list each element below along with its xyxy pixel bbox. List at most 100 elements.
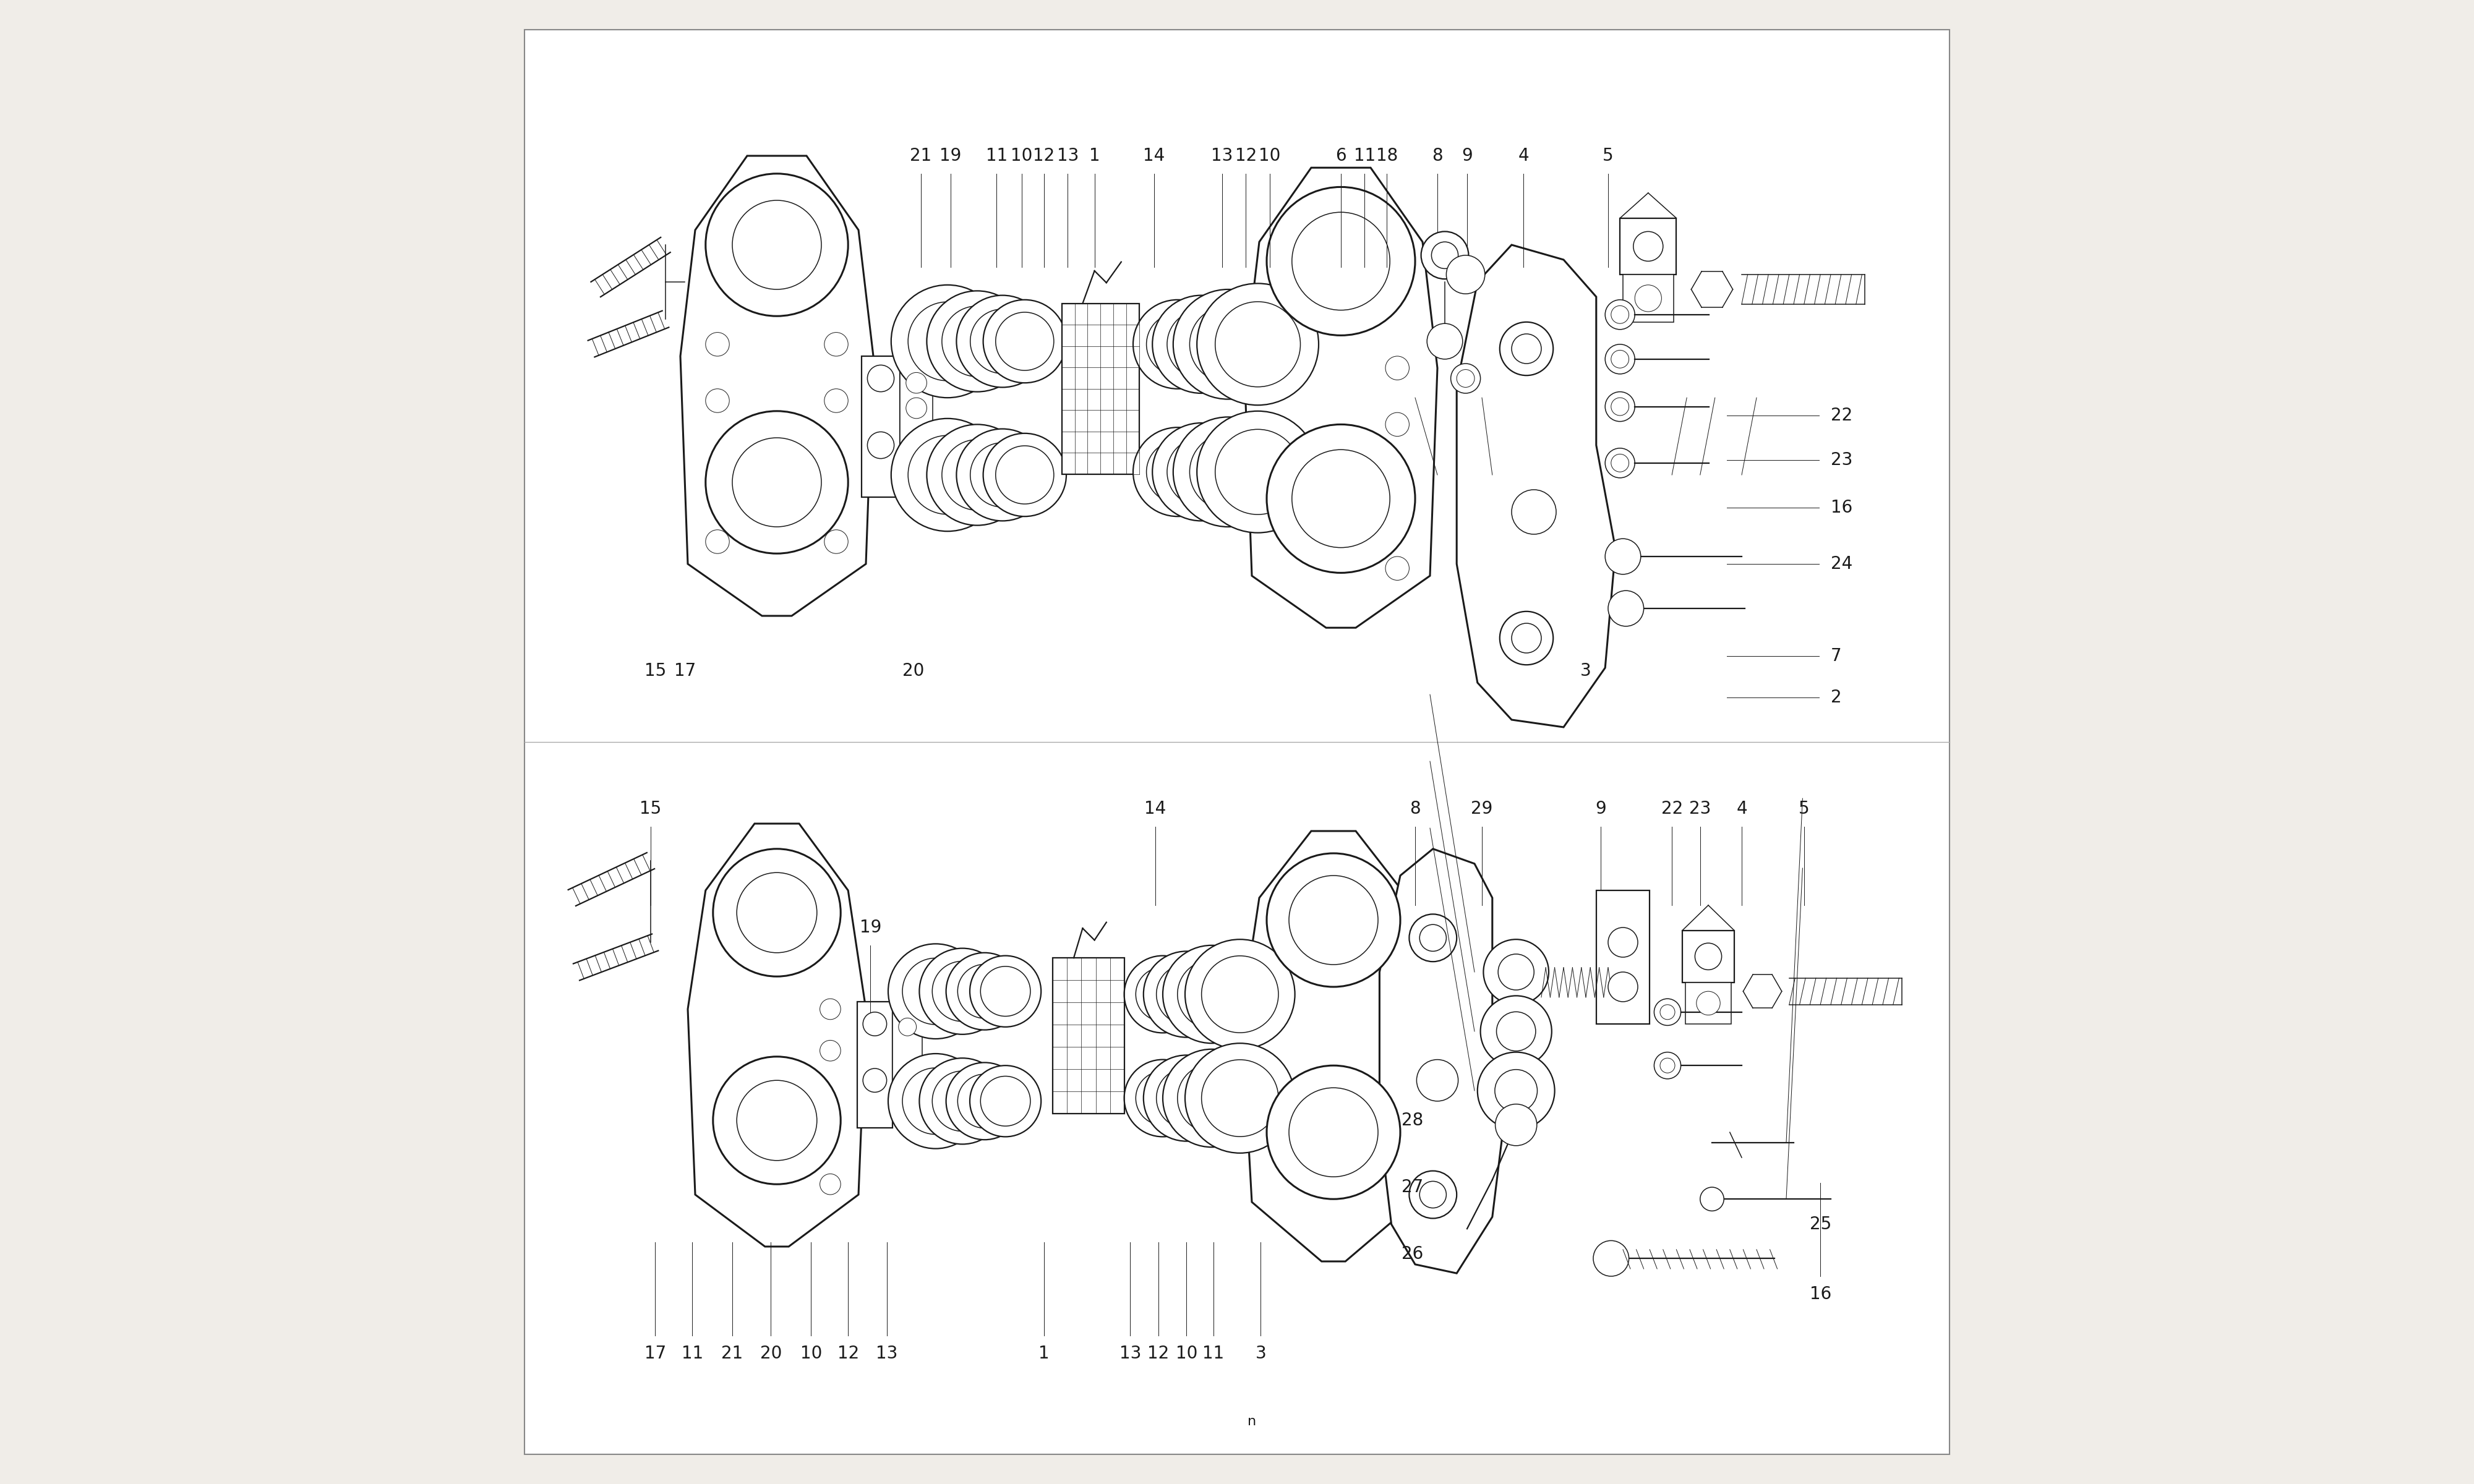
Circle shape: [1145, 441, 1210, 503]
Bar: [893, 1006, 923, 1080]
Polygon shape: [1380, 849, 1504, 1273]
Circle shape: [995, 312, 1054, 371]
Circle shape: [1633, 232, 1663, 261]
Text: 13: 13: [876, 1345, 898, 1362]
Circle shape: [737, 1080, 816, 1160]
Circle shape: [1608, 591, 1643, 626]
Circle shape: [824, 389, 849, 413]
Text: 19: 19: [940, 147, 962, 165]
Circle shape: [705, 389, 730, 413]
Text: 11: 11: [1353, 147, 1376, 165]
Circle shape: [945, 953, 1024, 1030]
Text: 7: 7: [1831, 647, 1841, 665]
Text: 9: 9: [1462, 147, 1472, 165]
Circle shape: [713, 1057, 841, 1184]
Text: 12: 12: [1235, 147, 1257, 165]
Circle shape: [1484, 939, 1549, 1005]
Circle shape: [928, 291, 1027, 392]
Circle shape: [1457, 370, 1475, 387]
Circle shape: [970, 956, 1042, 1027]
Circle shape: [1163, 945, 1262, 1043]
Circle shape: [1432, 242, 1457, 269]
Circle shape: [970, 442, 1034, 508]
Circle shape: [1133, 427, 1222, 516]
Circle shape: [980, 966, 1029, 1017]
Circle shape: [891, 418, 1004, 531]
Text: 16: 16: [1831, 499, 1853, 516]
Circle shape: [1291, 450, 1390, 548]
Text: 10: 10: [799, 1345, 821, 1362]
Circle shape: [1660, 1058, 1675, 1073]
Circle shape: [1145, 313, 1210, 375]
Bar: [1623, 275, 1672, 322]
Circle shape: [1267, 853, 1400, 987]
Bar: [1596, 890, 1650, 1024]
Circle shape: [1153, 423, 1249, 521]
Text: 20: 20: [903, 662, 925, 680]
Circle shape: [863, 1012, 886, 1036]
Text: 5: 5: [1603, 147, 1613, 165]
Circle shape: [980, 1076, 1029, 1126]
Circle shape: [1410, 914, 1457, 962]
Circle shape: [1215, 301, 1301, 387]
Circle shape: [1178, 1064, 1247, 1132]
Text: 11: 11: [1202, 1345, 1225, 1362]
Polygon shape: [680, 156, 873, 616]
Circle shape: [920, 948, 1004, 1034]
Circle shape: [819, 1040, 841, 1061]
Circle shape: [1697, 991, 1719, 1015]
Circle shape: [891, 285, 1004, 398]
Circle shape: [1291, 212, 1390, 310]
Text: 21: 21: [910, 147, 933, 165]
Circle shape: [1173, 289, 1284, 399]
Text: 17: 17: [643, 1345, 666, 1362]
Circle shape: [1494, 1104, 1536, 1146]
Circle shape: [1289, 1088, 1378, 1177]
Text: 21: 21: [722, 1345, 742, 1362]
Text: 10: 10: [1259, 147, 1282, 165]
Circle shape: [970, 1066, 1042, 1137]
Circle shape: [1608, 972, 1638, 1002]
Circle shape: [982, 433, 1066, 516]
Circle shape: [1173, 417, 1284, 527]
Circle shape: [732, 438, 821, 527]
Circle shape: [1385, 556, 1410, 580]
Text: 23: 23: [1831, 451, 1853, 469]
Circle shape: [1611, 398, 1628, 416]
Circle shape: [1202, 956, 1279, 1033]
Bar: [1685, 982, 1732, 1024]
Circle shape: [1512, 490, 1556, 534]
Circle shape: [908, 435, 987, 515]
Circle shape: [905, 398, 928, 418]
Circle shape: [1420, 1181, 1447, 1208]
Circle shape: [1267, 424, 1415, 573]
Circle shape: [1197, 283, 1319, 405]
Text: 16: 16: [1808, 1285, 1831, 1303]
Text: 11: 11: [680, 1345, 703, 1362]
Text: 1: 1: [1039, 1345, 1049, 1362]
Circle shape: [868, 365, 893, 392]
Text: 15: 15: [643, 662, 666, 680]
Circle shape: [982, 300, 1066, 383]
Circle shape: [1185, 939, 1294, 1049]
Circle shape: [1655, 1052, 1680, 1079]
Circle shape: [1215, 429, 1301, 515]
Circle shape: [1410, 1171, 1457, 1218]
Circle shape: [824, 530, 849, 554]
Polygon shape: [1457, 245, 1616, 727]
Circle shape: [943, 439, 1012, 510]
Text: 13: 13: [1118, 1345, 1141, 1362]
Bar: [856, 1002, 893, 1128]
Bar: [861, 356, 901, 497]
Text: 15: 15: [641, 800, 661, 818]
Circle shape: [1606, 392, 1635, 421]
Circle shape: [920, 1058, 1004, 1144]
Circle shape: [1700, 1187, 1724, 1211]
Circle shape: [1385, 356, 1410, 380]
Bar: [1054, 959, 1123, 1113]
Circle shape: [1418, 1060, 1457, 1101]
Circle shape: [1136, 1071, 1190, 1125]
Text: 12: 12: [1148, 1345, 1170, 1362]
Text: 8: 8: [1410, 800, 1420, 818]
Text: n: n: [1247, 1416, 1257, 1428]
